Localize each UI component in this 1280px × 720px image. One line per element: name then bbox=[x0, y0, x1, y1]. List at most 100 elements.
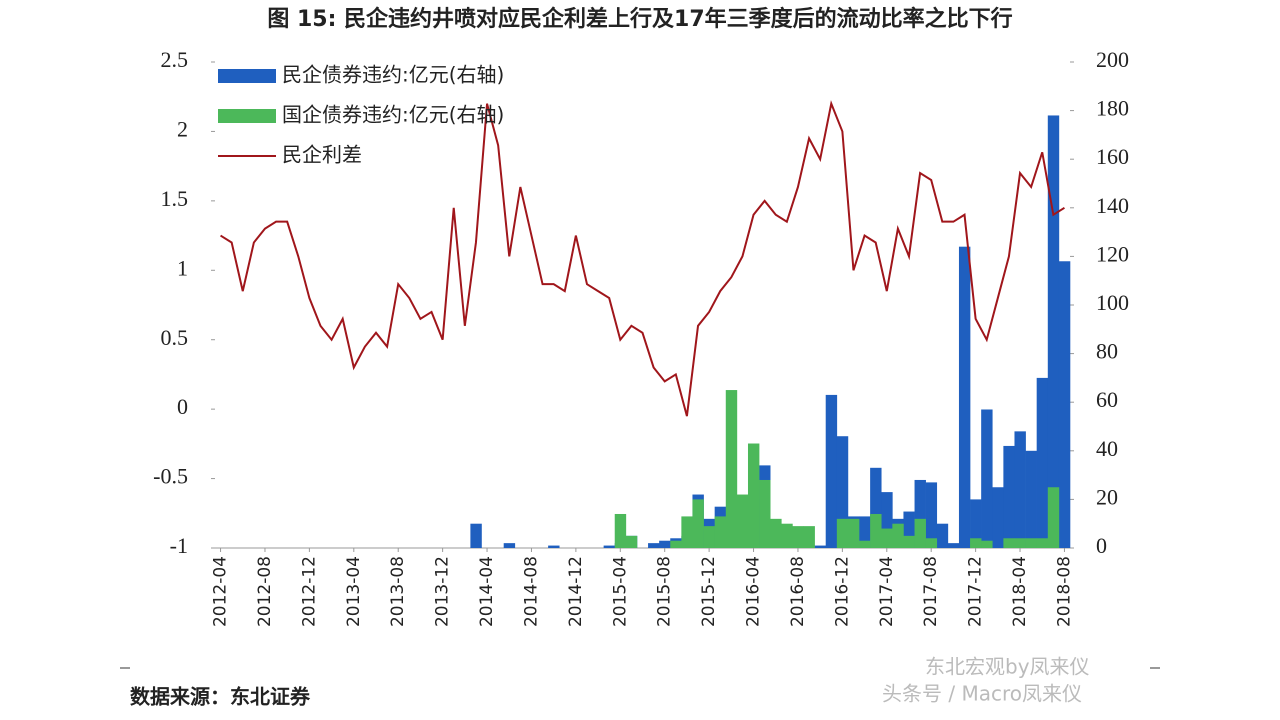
bar bbox=[781, 523, 793, 548]
y2-tick-label: 100 bbox=[1096, 290, 1129, 315]
bar bbox=[859, 516, 871, 548]
chart-title: 图 15: 民企违约井喷对应民企利差上行及17年三季度后的流动比率之比下行 bbox=[267, 6, 1012, 32]
bar bbox=[770, 518, 782, 548]
x-tick-label: 2012-04 bbox=[211, 556, 231, 627]
y2-tick-label: 40 bbox=[1096, 436, 1118, 461]
bar bbox=[1003, 538, 1015, 548]
bar bbox=[747, 443, 760, 548]
y-tick-label: -1 bbox=[170, 533, 188, 558]
bar bbox=[1047, 115, 1060, 549]
y-tick-label: 0.5 bbox=[161, 325, 189, 350]
x-tick-label: 2014-12 bbox=[566, 556, 586, 627]
x-tick-label: 2012-08 bbox=[255, 556, 275, 627]
bar bbox=[992, 487, 1004, 548]
x-tick-label: 2018-08 bbox=[1054, 556, 1074, 627]
bar bbox=[1025, 538, 1037, 548]
y2-tick-label: 80 bbox=[1096, 339, 1118, 364]
legend-label: 民企利差 bbox=[282, 143, 362, 167]
x-tick-label: 2016-12 bbox=[832, 556, 852, 627]
y2-tick-label: 20 bbox=[1096, 484, 1118, 509]
y2-tick-label: 180 bbox=[1096, 96, 1129, 121]
bar bbox=[836, 518, 849, 548]
bar bbox=[614, 513, 627, 548]
legend-swatch bbox=[218, 109, 276, 123]
bar bbox=[836, 436, 849, 548]
bar bbox=[1003, 445, 1015, 548]
y2-tick-label: 200 bbox=[1096, 47, 1129, 72]
bar bbox=[914, 518, 926, 548]
x-tick-label: 2015-04 bbox=[610, 556, 630, 627]
legend-swatch bbox=[218, 69, 276, 83]
y-tick-label: 0 bbox=[177, 394, 188, 419]
bar bbox=[603, 545, 616, 548]
bar bbox=[1025, 450, 1037, 548]
y2-tick-label: 140 bbox=[1096, 193, 1129, 218]
bar bbox=[1047, 487, 1060, 548]
y-tick-label: 1 bbox=[177, 255, 188, 280]
bar bbox=[792, 526, 804, 548]
bar bbox=[847, 518, 860, 548]
x-tick-label: 2013-08 bbox=[388, 556, 408, 627]
bar bbox=[925, 482, 938, 548]
y-tick-label: -0.5 bbox=[153, 464, 188, 489]
y2-tick-label: 0 bbox=[1096, 533, 1107, 558]
x-tick-label: 2014-08 bbox=[521, 556, 541, 627]
bar bbox=[1058, 261, 1071, 548]
bar bbox=[1014, 538, 1026, 548]
bar bbox=[714, 516, 727, 548]
y2-tick-label: 120 bbox=[1096, 241, 1129, 266]
x-tick-label: 2013-12 bbox=[433, 556, 453, 627]
bar bbox=[914, 479, 926, 548]
bar bbox=[1036, 377, 1049, 548]
bar bbox=[659, 540, 671, 548]
bar bbox=[859, 540, 871, 548]
bar bbox=[881, 528, 893, 548]
bar bbox=[725, 390, 738, 548]
x-tick-label: 2017-08 bbox=[921, 556, 941, 627]
bar bbox=[803, 526, 815, 548]
bar bbox=[1014, 431, 1026, 548]
bar bbox=[981, 540, 993, 548]
bar bbox=[970, 499, 982, 548]
bar bbox=[936, 523, 949, 548]
x-tick-label: 2018-04 bbox=[1010, 556, 1030, 627]
bar bbox=[736, 494, 749, 548]
bar bbox=[703, 526, 715, 548]
bar bbox=[670, 540, 682, 548]
x-tick-label: 2017-12 bbox=[966, 556, 986, 627]
watermark: 东北宏观by凤来仪 bbox=[925, 655, 1090, 679]
y-tick-label: 1.5 bbox=[161, 186, 189, 211]
x-tick-label: 2016-08 bbox=[788, 556, 808, 627]
bar bbox=[870, 513, 882, 548]
source: 数据来源：东北证券 bbox=[130, 685, 311, 709]
x-tick-label: 2012-12 bbox=[299, 556, 319, 627]
bar bbox=[503, 543, 516, 548]
bar bbox=[814, 545, 827, 548]
x-tick-label: 2015-08 bbox=[655, 556, 675, 627]
x-tick-label: 2014-04 bbox=[477, 556, 497, 627]
line bbox=[220, 100, 1065, 417]
bar bbox=[970, 538, 982, 548]
bar bbox=[825, 394, 838, 548]
y2-tick-label: 60 bbox=[1096, 387, 1118, 412]
watermark: 头条号 / Macro凤来仪 bbox=[882, 682, 1082, 706]
bar bbox=[903, 511, 915, 548]
bar bbox=[881, 492, 893, 548]
bar bbox=[625, 535, 638, 548]
bar bbox=[470, 523, 482, 548]
bar bbox=[903, 535, 915, 548]
bar bbox=[947, 543, 960, 548]
y2-tick-label: 160 bbox=[1096, 144, 1129, 169]
bar bbox=[1036, 538, 1049, 548]
bar bbox=[548, 545, 560, 548]
bar bbox=[759, 479, 771, 548]
legend-label: 民企债券违约:亿元(右轴) bbox=[282, 63, 504, 87]
x-tick-label: 2015-12 bbox=[699, 556, 719, 627]
y-tick-label: 2.5 bbox=[161, 47, 189, 72]
x-tick-label: 2016-04 bbox=[744, 556, 764, 627]
x-tick-label: 2017-04 bbox=[877, 556, 897, 627]
bar bbox=[981, 409, 993, 548]
bar bbox=[648, 543, 660, 548]
